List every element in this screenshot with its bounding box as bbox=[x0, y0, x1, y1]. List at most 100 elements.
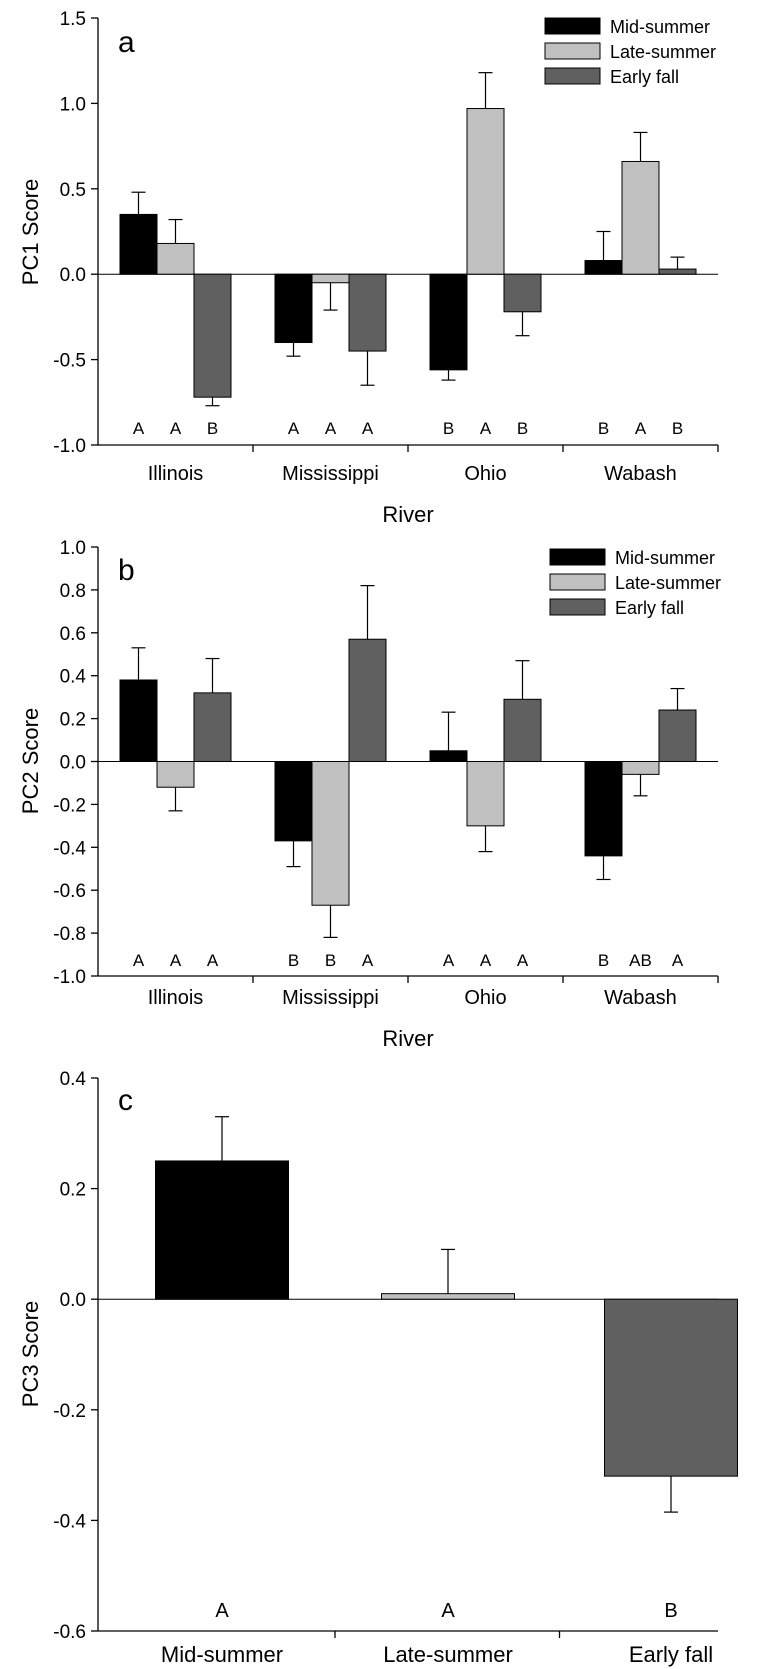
x-category-label: Wabash bbox=[604, 463, 677, 485]
x-category-label: Ohio bbox=[464, 463, 506, 485]
legend: Mid-summer Late-summer Early fall bbox=[549, 548, 721, 618]
bar-mid-summer bbox=[429, 273, 468, 371]
x-category-label: Mississippi bbox=[282, 987, 379, 1009]
bar-early-fall bbox=[503, 273, 542, 313]
x-axis-label: River bbox=[382, 1026, 433, 1051]
y-tick-label: -0.2 bbox=[53, 795, 86, 816]
significance-letter: AB bbox=[629, 951, 652, 970]
bar-mid-summer bbox=[274, 273, 313, 344]
x-category-label: Wabash bbox=[604, 987, 677, 1009]
bar-late-summer bbox=[381, 1293, 515, 1300]
legend-swatch bbox=[544, 17, 601, 35]
panel-label: c bbox=[118, 1084, 133, 1117]
legend-label: Mid-summer bbox=[610, 17, 710, 37]
x-category-label: Illinois bbox=[148, 463, 204, 485]
bar-early-fall bbox=[658, 268, 697, 275]
bar-early-fall bbox=[193, 692, 232, 762]
bar-late-summer bbox=[466, 761, 505, 827]
legend-label: Early fall bbox=[615, 598, 684, 618]
y-axis-label: PC1 Score bbox=[18, 179, 43, 285]
y-tick-label: 0.4 bbox=[60, 1069, 87, 1090]
legend-label: Early fall bbox=[610, 67, 679, 87]
significance-letter: A bbox=[215, 1600, 229, 1622]
significance-letter: A bbox=[517, 951, 529, 970]
panel-label: b bbox=[118, 554, 135, 587]
bar-late-summer bbox=[311, 761, 350, 906]
chart-panel-b: -1.0 -0.8 -0.6 -0.4 -0.2 0.0 0.2 0.4 0.6 0.8 1.0 PC… bbox=[18, 538, 721, 1051]
y-axis-label: PC3 Score bbox=[18, 1301, 43, 1407]
bar-late-summer bbox=[621, 160, 660, 275]
significance-letter: A bbox=[288, 419, 300, 438]
significance-letter: A bbox=[325, 419, 337, 438]
legend-swatch bbox=[549, 598, 606, 616]
bar-late-summer bbox=[156, 761, 195, 788]
significance-letter: B bbox=[288, 951, 299, 970]
significance-letter: A bbox=[170, 419, 182, 438]
legend-swatch bbox=[549, 548, 606, 566]
significance-letter: A bbox=[362, 419, 374, 438]
x-axis-label: River bbox=[382, 502, 433, 527]
significance-letter: B bbox=[207, 419, 218, 438]
bar-mid-summer bbox=[429, 750, 468, 763]
y-tick-label: 0.2 bbox=[60, 710, 86, 731]
significance-letter: B bbox=[598, 951, 609, 970]
y-tick-label: -0.8 bbox=[53, 924, 86, 945]
bar-early-fall bbox=[348, 273, 387, 352]
legend-label: Late-summer bbox=[610, 42, 716, 62]
significance-letter: A bbox=[362, 951, 374, 970]
significance-letter: B bbox=[325, 951, 336, 970]
bar-early-fall bbox=[604, 1298, 738, 1477]
bar-mid-summer bbox=[274, 761, 313, 842]
y-tick-label: 0.2 bbox=[60, 1180, 86, 1201]
y-tick-label: -0.4 bbox=[53, 838, 86, 859]
x-category-label: Illinois bbox=[148, 987, 204, 1009]
legend-swatch bbox=[544, 42, 601, 60]
bar-late-summer bbox=[621, 761, 660, 775]
bar-mid-summer bbox=[119, 213, 158, 275]
legend-label: Mid-summer bbox=[615, 548, 715, 568]
significance-letter: A bbox=[635, 419, 647, 438]
bar-late-summer bbox=[311, 273, 350, 284]
bar-mid-summer bbox=[584, 260, 623, 275]
y-tick-label: 0.6 bbox=[60, 624, 86, 645]
chart-panel-c: -0.6 -0.4 -0.2 0.0 0.2 0.4 PC3 Score c A Mid-summ… bbox=[18, 1069, 738, 1667]
significance-letter: A bbox=[443, 951, 455, 970]
y-tick-label: 1.0 bbox=[60, 94, 86, 115]
x-category-label: Mid-summer bbox=[161, 1642, 283, 1667]
y-tick-label: -1.0 bbox=[53, 436, 86, 457]
y-tick-label: 0.0 bbox=[60, 753, 86, 774]
x-category-label: Ohio bbox=[464, 987, 506, 1009]
bar-late-summer bbox=[156, 242, 195, 275]
legend-swatch bbox=[549, 573, 606, 591]
significance-letter: A bbox=[480, 951, 492, 970]
bar-early-fall bbox=[348, 638, 387, 762]
bar-mid-summer bbox=[584, 761, 623, 857]
significance-letter: B bbox=[517, 419, 528, 438]
chart-panel-a: -1.0 -0.5 0.0 0.5 1.0 1.5 PC1 Score a Illinois A A… bbox=[18, 9, 719, 527]
y-tick-label: 0.0 bbox=[60, 1290, 86, 1311]
significance-letter: A bbox=[672, 951, 684, 970]
bar-mid-summer bbox=[119, 679, 158, 762]
y-tick-label: -0.6 bbox=[53, 1622, 86, 1643]
bar-early-fall bbox=[503, 698, 542, 762]
y-tick-label: 0.4 bbox=[60, 667, 87, 688]
significance-letter: B bbox=[672, 419, 683, 438]
significance-letter: A bbox=[480, 419, 492, 438]
y-tick-label: 0.5 bbox=[60, 180, 86, 201]
y-axis-label: PC2 Score bbox=[18, 708, 43, 814]
bar-late-summer bbox=[466, 108, 505, 275]
y-tick-label: 1.5 bbox=[60, 9, 86, 30]
bar-mid-summer bbox=[155, 1160, 289, 1300]
significance-letter: A bbox=[441, 1600, 455, 1622]
y-tick-label: -1.0 bbox=[53, 967, 86, 988]
y-tick-label: 1.0 bbox=[60, 538, 86, 559]
y-tick-label: -0.5 bbox=[53, 351, 86, 372]
significance-letter: A bbox=[133, 419, 145, 438]
significance-letter: B bbox=[598, 419, 609, 438]
x-category-label: Early fall bbox=[629, 1642, 713, 1667]
legend-label: Late-summer bbox=[615, 573, 721, 593]
panel-label: a bbox=[118, 26, 135, 59]
significance-letter: B bbox=[443, 419, 454, 438]
x-category-label: Late-summer bbox=[383, 1642, 513, 1667]
